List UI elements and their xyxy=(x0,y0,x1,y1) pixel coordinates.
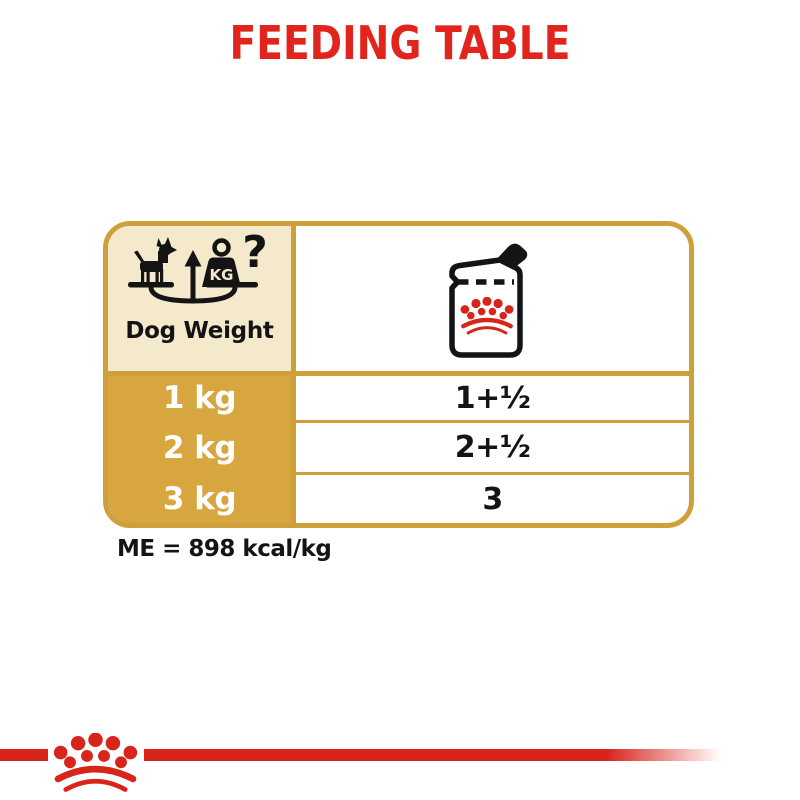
page-title: FEEDING TABLE xyxy=(229,16,571,70)
amount-cell: 2+½ xyxy=(454,430,531,465)
amount-cell: 1+½ xyxy=(454,380,531,416)
dog-weight-label: Dog Weight xyxy=(125,318,274,344)
red-band-right xyxy=(144,749,745,761)
pouch-flap xyxy=(494,243,528,268)
red-band-left xyxy=(0,749,48,761)
row-separator xyxy=(296,472,689,475)
row-separator xyxy=(296,420,689,423)
weight-column-background xyxy=(108,376,291,523)
feeding-table: KG ? Dog Weight 1 kg 2 kg 3 kg 1+½ 2+½ 3 xyxy=(103,221,694,528)
royal-canin-crown-logo xyxy=(53,733,138,793)
dog-weight-header-cell: KG ? Dog Weight xyxy=(108,226,291,371)
amount-cell: 3 xyxy=(482,481,503,517)
dog-icon xyxy=(134,237,177,283)
header-separator xyxy=(108,371,689,376)
weight-cell: 2 kg xyxy=(162,429,237,466)
question-mark-icon: ? xyxy=(242,233,268,278)
energy-footnote: ME = 898 kcal/kg xyxy=(117,536,332,562)
wet-food-pouch-icon xyxy=(449,243,528,358)
kg-label: KG xyxy=(210,266,234,284)
dog-weight-scale-icon: KG ? xyxy=(128,233,268,304)
weight-cell: 1 kg xyxy=(162,380,237,416)
weight-cell: 3 kg xyxy=(162,481,237,517)
kg-weight-icon: KG xyxy=(202,238,241,287)
pouch-header-cell xyxy=(296,226,689,371)
